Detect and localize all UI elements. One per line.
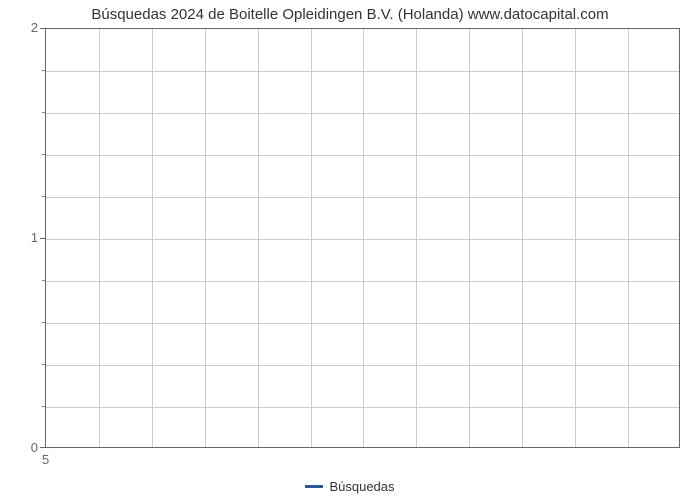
legend-label: Búsquedas <box>329 479 394 494</box>
grid-v <box>628 29 629 447</box>
grid-v <box>152 29 153 447</box>
legend: Búsquedas <box>0 478 700 494</box>
chart-container: Búsquedas 2024 de Boitelle Opleidingen B… <box>0 0 700 500</box>
x-tick-label-5: 5 <box>42 452 49 467</box>
y-tick-label-0: 0 <box>8 440 38 455</box>
grid-v <box>99 29 100 447</box>
grid-v <box>575 29 576 447</box>
grid-v <box>258 29 259 447</box>
plot-area <box>45 28 680 448</box>
grid-v <box>311 29 312 447</box>
grid-v <box>363 29 364 447</box>
y-tick-label-2: 2 <box>8 20 38 35</box>
chart-title: Búsquedas 2024 de Boitelle Opleidingen B… <box>0 6 700 23</box>
y-tick-label-1: 1 <box>8 230 38 245</box>
grid-v <box>522 29 523 447</box>
grid-v <box>205 29 206 447</box>
legend-swatch <box>305 485 323 488</box>
grid-v <box>469 29 470 447</box>
grid-v <box>416 29 417 447</box>
